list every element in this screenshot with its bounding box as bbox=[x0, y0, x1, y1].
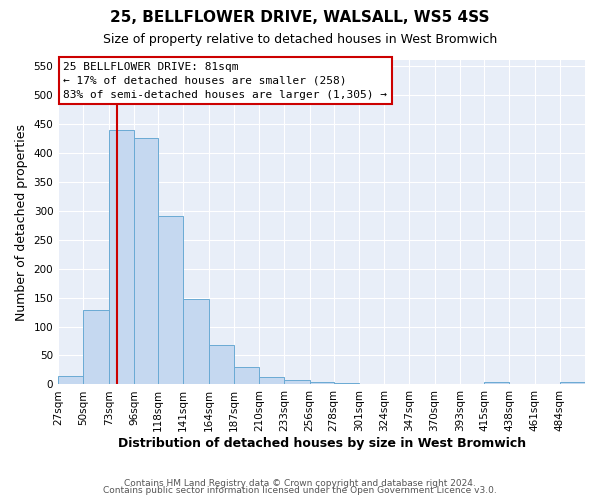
Bar bbox=[183, 300, 209, 384]
Bar bbox=[109, 130, 134, 384]
Bar bbox=[58, 376, 83, 384]
X-axis label: Distribution of detached houses by size in West Bromwich: Distribution of detached houses by size … bbox=[118, 437, 526, 450]
Text: 25, BELLFLOWER DRIVE, WALSALL, WS5 4SS: 25, BELLFLOWER DRIVE, WALSALL, WS5 4SS bbox=[110, 10, 490, 25]
Bar bbox=[259, 377, 284, 384]
Text: Contains public sector information licensed under the Open Government Licence v3: Contains public sector information licen… bbox=[103, 486, 497, 495]
Text: 25 BELLFLOWER DRIVE: 81sqm
← 17% of detached houses are smaller (258)
83% of sem: 25 BELLFLOWER DRIVE: 81sqm ← 17% of deta… bbox=[64, 62, 388, 100]
Bar bbox=[310, 382, 334, 384]
Text: Contains HM Land Registry data © Crown copyright and database right 2024.: Contains HM Land Registry data © Crown c… bbox=[124, 478, 476, 488]
Bar bbox=[484, 382, 509, 384]
Bar bbox=[284, 380, 310, 384]
Text: Size of property relative to detached houses in West Bromwich: Size of property relative to detached ho… bbox=[103, 32, 497, 46]
Bar bbox=[83, 310, 109, 384]
Bar bbox=[209, 345, 234, 385]
Y-axis label: Number of detached properties: Number of detached properties bbox=[15, 124, 28, 320]
Bar bbox=[560, 382, 585, 384]
Bar bbox=[234, 367, 259, 384]
Bar bbox=[134, 138, 158, 384]
Bar bbox=[158, 216, 183, 384]
